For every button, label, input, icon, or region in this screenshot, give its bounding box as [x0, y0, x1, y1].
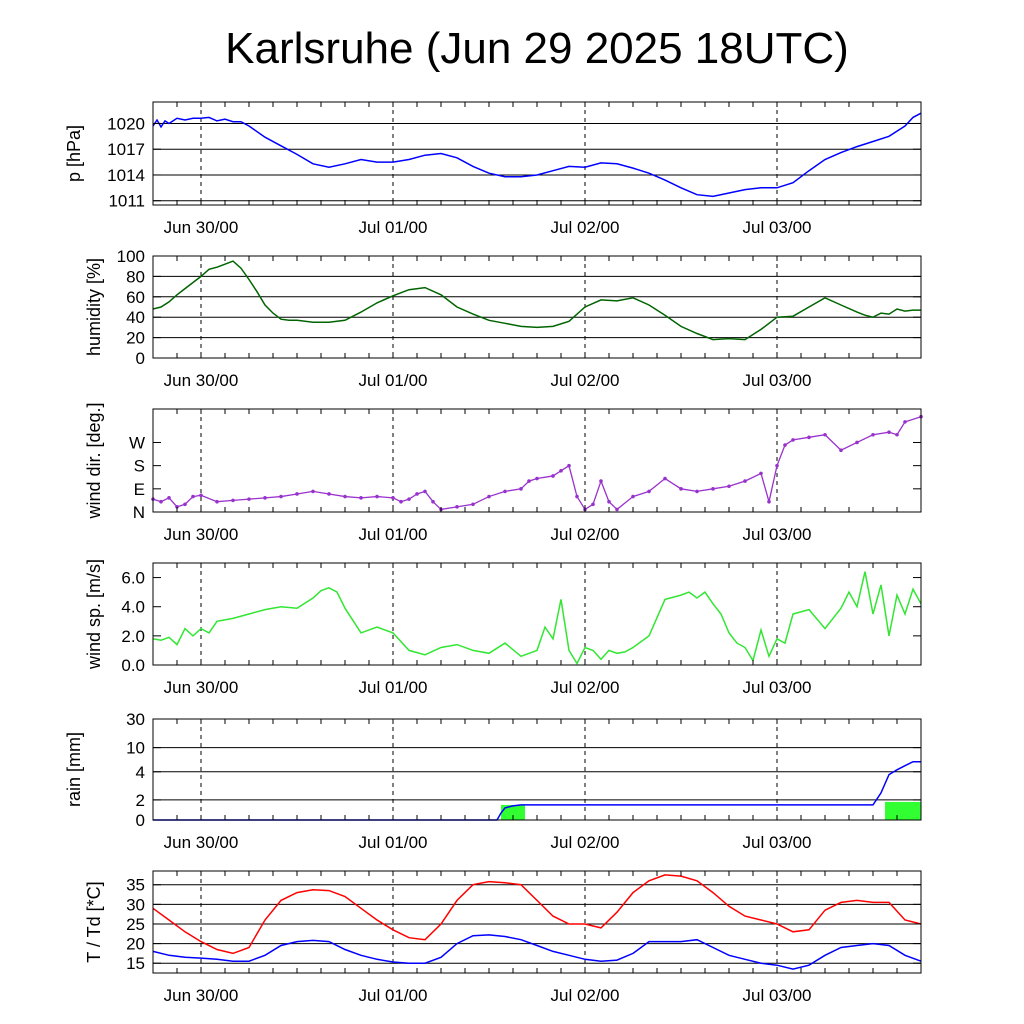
y-axis-label: wind dir. [deg.] — [84, 402, 104, 519]
x-tick-label: Jun 30/00 — [164, 371, 239, 390]
series-line-wind-speed — [152, 571, 922, 666]
x-tick-label: Jul 01/00 — [359, 218, 428, 237]
x-tick-label: Jun 30/00 — [164, 833, 239, 852]
x-tick-label: Jun 30/00 — [164, 678, 239, 697]
x-tick-label: Jul 03/00 — [743, 525, 812, 544]
x-tick-label: Jul 03/00 — [743, 678, 812, 697]
series-line-Td — [152, 934, 922, 970]
x-tick-label: Jul 01/00 — [359, 833, 428, 852]
x-tick-label: Jul 02/00 — [551, 833, 620, 852]
y-tick-label: 1011 — [108, 192, 145, 211]
x-tick-label: Jun 30/00 — [164, 986, 239, 1005]
wind-dir-trace — [152, 416, 922, 511]
x-tick-label: Jul 02/00 — [551, 678, 620, 697]
y-tick-label: 40 — [126, 308, 145, 327]
x-tick-label: Jul 01/00 — [359, 986, 428, 1005]
x-tick-label: Jul 03/00 — [743, 371, 812, 390]
panel-4: 02 4 10 30 Jun 30/00 Jul 01/00 Jul 02/00 Jul 03… — [64, 710, 922, 852]
y-axis-label: humidity [%] — [84, 258, 104, 356]
x-tick-label: Jul 01/00 — [359, 525, 428, 544]
x-tick-label: Jul 03/00 — [743, 986, 812, 1005]
x-tick-label: Jul 02/00 — [551, 371, 620, 390]
x-tick-label: Jul 01/00 — [359, 678, 428, 697]
y-tick-label: 2.0 — [121, 627, 145, 646]
y-tick-label: 6.0 — [121, 569, 145, 588]
series-line-T — [152, 874, 922, 955]
y-tick-label: 10 — [126, 739, 145, 758]
plot-frame — [152, 408, 922, 513]
y-tick-label: 20 — [126, 935, 145, 954]
y-tick-label: 0 — [136, 349, 145, 368]
y-tick-label: 35 — [126, 876, 145, 895]
y-tick-label: 20 — [126, 329, 145, 348]
y-tick-label: E — [134, 480, 145, 499]
x-tick-label: Jul 01/00 — [359, 371, 428, 390]
plot-frame — [152, 101, 922, 206]
x-tick-label: Jul 03/00 — [743, 833, 812, 852]
y-tick-label: 1020 — [107, 114, 145, 133]
rain-bar — [885, 801, 921, 820]
plot-frame — [152, 870, 922, 974]
x-tick-label: Jul 03/00 — [743, 218, 812, 237]
x-tick-label: Jun 30/00 — [164, 218, 239, 237]
y-tick-label: 30 — [126, 895, 145, 914]
y-tick-label: 100 — [117, 247, 145, 266]
y-tick-label: 4.0 — [121, 598, 145, 617]
y-tick-label: 30 — [126, 710, 145, 729]
y-axis-label: rain [mm] — [64, 732, 84, 807]
series-line-accumulated-rain — [153, 760, 921, 821]
x-tick-label: Jul 02/00 — [551, 986, 620, 1005]
x-tick-label: Jul 02/00 — [551, 525, 620, 544]
x-tick-label: Jun 30/00 — [164, 525, 239, 544]
y-tick-label: W — [129, 433, 145, 452]
y-tick-label: S — [134, 457, 145, 476]
panel-0: 1011 1014 1017 1020 Jun 30/00 Jul 01/00 Jul 02… — [64, 101, 922, 237]
plot-frame — [152, 255, 922, 359]
y-tick-label: 60 — [126, 288, 145, 307]
y-tick-label: 15 — [126, 954, 145, 973]
y-tick-label: 2 — [136, 791, 145, 810]
y-tick-label: 1017 — [107, 140, 145, 159]
series-line-p — [152, 112, 922, 198]
y-tick-label: 25 — [126, 915, 145, 934]
series-line-humidity — [152, 260, 921, 341]
y-axis-label: wind sp. [m/s] — [84, 559, 104, 670]
y-tick-label: 4 — [136, 763, 145, 782]
x-tick-label: Jul 02/00 — [551, 218, 620, 237]
y-tick-label: 0 — [136, 811, 145, 830]
y-tick-label: 1014 — [107, 166, 145, 185]
chart-title: Karlsruhe (Jun 29 2025 18UTC) — [225, 24, 849, 73]
y-axis-label: p [hPa] — [64, 125, 84, 182]
y-axis-label: T / Td [*C] — [84, 881, 104, 962]
y-tick-label: N — [133, 503, 145, 522]
panel-3: 0.0 2.0 4.0 6.0 Jun 30/00 Jul 01/00 Jul 02/00 J… — [84, 559, 922, 697]
y-tick-label: 80 — [126, 267, 145, 286]
y-tick-label: 0.0 — [121, 656, 145, 675]
rain-bar — [501, 804, 525, 820]
